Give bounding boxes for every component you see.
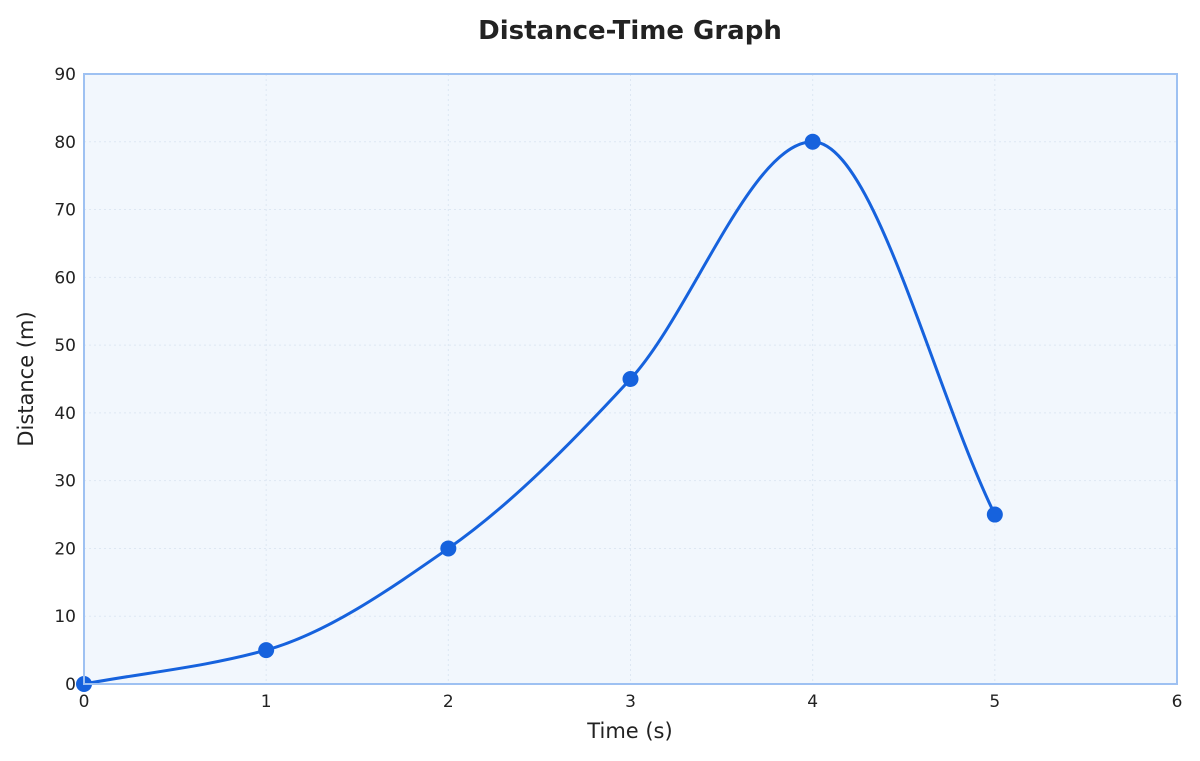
x-axis-ticks: 0 1 2 3 4 5 6 — [79, 692, 1183, 712]
x-tick-label: 4 — [807, 692, 818, 712]
plot-border — [83, 73, 1178, 685]
data-point — [258, 642, 275, 659]
data-point — [986, 506, 1003, 523]
data-point — [440, 540, 457, 557]
y-axis-label: Distance (m) — [14, 311, 38, 446]
x-tick-label: 2 — [443, 692, 454, 712]
y-tick-label: 40 — [54, 404, 76, 424]
data-point — [622, 371, 639, 387]
data-point — [804, 133, 821, 150]
x-tick-label: 1 — [261, 692, 272, 712]
y-tick-label: 50 — [54, 336, 76, 356]
x-tick-label: 6 — [1172, 692, 1183, 712]
y-tick-label: 30 — [54, 472, 76, 492]
y-tick-label: 20 — [54, 539, 76, 559]
y-axis-ticks: 0 10 20 30 40 50 60 70 80 90 — [54, 65, 76, 695]
grid-lines — [84, 74, 1177, 684]
x-tick-label: 3 — [625, 692, 636, 712]
chart-title: Distance-Time Graph — [478, 16, 782, 46]
x-axis-label: Time (s) — [586, 719, 672, 743]
x-tick-label: 0 — [79, 692, 90, 712]
y-tick-label: 0 — [65, 675, 76, 695]
x-tick-label: 5 — [989, 692, 1000, 712]
y-tick-label: 90 — [54, 65, 76, 85]
y-tick-label: 70 — [54, 201, 76, 221]
y-tick-label: 60 — [54, 268, 76, 288]
y-tick-label: 80 — [54, 133, 76, 153]
y-tick-label: 10 — [54, 607, 76, 627]
